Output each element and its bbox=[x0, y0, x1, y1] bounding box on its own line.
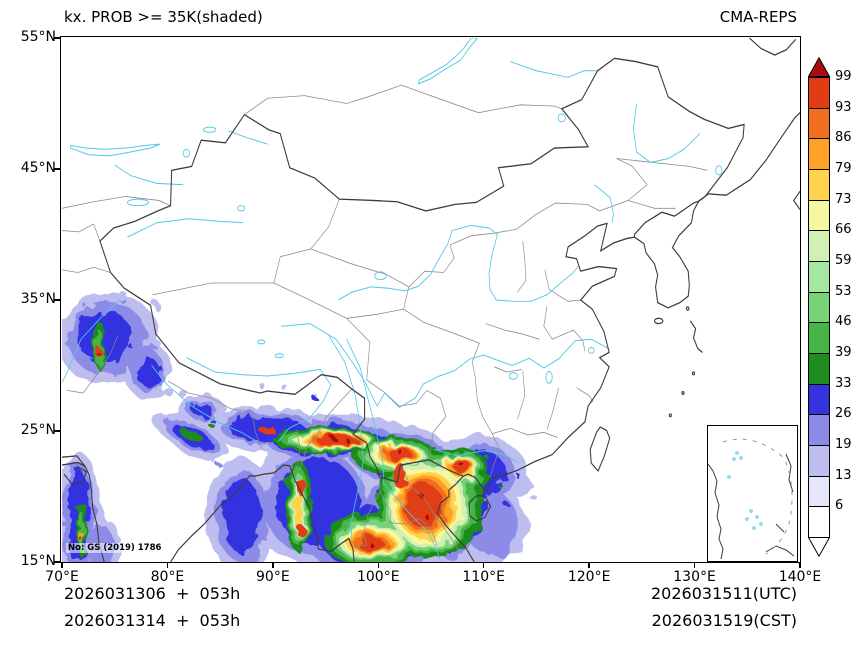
valid-time-cst: 2026031519(CST) bbox=[651, 611, 797, 630]
colorbar-label: 59 bbox=[835, 253, 852, 268]
valid-time-utc: 2026031511(UTC) bbox=[651, 584, 797, 603]
map-license-note: No: GS (2019) 1786 bbox=[66, 543, 164, 553]
colorbar-label: 26 bbox=[835, 406, 852, 422]
colorbar-label: 46 bbox=[835, 314, 852, 330]
colorbar-label: 39 bbox=[835, 345, 852, 360]
colorbar-segment bbox=[808, 383, 830, 416]
colorbar-segment bbox=[808, 230, 830, 262]
shade-red bbox=[96, 348, 470, 551]
model-label: CMA-REPS bbox=[719, 8, 797, 26]
colorbar-label: 13 bbox=[835, 467, 852, 483]
init-time-cst: 2026031314 + 053h bbox=[64, 611, 241, 630]
map-canvas bbox=[62, 38, 800, 562]
colorbar-segment bbox=[808, 353, 830, 385]
colorbar-segment bbox=[808, 445, 830, 477]
kyushu bbox=[689, 320, 703, 353]
init-time-utc: 2026031306 + 053h bbox=[64, 584, 241, 603]
colorbar-label: 86 bbox=[835, 130, 852, 146]
bay-of-bengal-coast bbox=[170, 464, 355, 562]
colorbar-segment bbox=[808, 291, 830, 324]
china-boundary bbox=[99, 57, 745, 494]
colorbar-segment bbox=[808, 475, 830, 508]
chart-title: kx. PROB >= 35K(shaded) bbox=[64, 8, 263, 26]
colorbar-segment bbox=[808, 138, 830, 170]
japan-tip bbox=[792, 190, 800, 211]
colorbar-label: 79 bbox=[835, 161, 852, 176]
south-china-sea-inset bbox=[707, 425, 798, 562]
taiwan bbox=[589, 426, 611, 473]
coastlines bbox=[62, 38, 800, 562]
vietnam-coast bbox=[436, 475, 475, 562]
okhotsk-coast bbox=[749, 38, 797, 56]
colorbar-label: 66 bbox=[835, 222, 852, 238]
colorbar-label: 73 bbox=[835, 191, 852, 207]
colorbar-label: 93 bbox=[835, 99, 852, 115]
jeju bbox=[653, 317, 664, 325]
shade-extreme bbox=[80, 352, 465, 547]
map-geography bbox=[62, 38, 800, 562]
prob-shading bbox=[62, 290, 535, 562]
colorbar-segment bbox=[808, 169, 830, 201]
inset-canvas bbox=[707, 438, 795, 560]
province-borders bbox=[152, 158, 708, 479]
colorbar-label: 99 bbox=[835, 69, 852, 84]
colorbar-segment bbox=[808, 414, 830, 446]
colorbar-segment bbox=[808, 77, 830, 109]
colorbar-segment bbox=[808, 261, 830, 293]
colorbar-under-triangle bbox=[808, 537, 830, 557]
colorbar-label: 19 bbox=[835, 437, 852, 452]
colorbar-segment bbox=[808, 506, 830, 538]
west-india-coast bbox=[62, 455, 105, 562]
country-borders bbox=[62, 84, 562, 555]
korea-russia-coast bbox=[634, 112, 800, 309]
colorbar-label: 6 bbox=[835, 498, 844, 514]
rivers-lakes bbox=[62, 38, 723, 562]
colorbar-label: 53 bbox=[835, 283, 852, 299]
hainan bbox=[468, 495, 492, 522]
colorbar-over-triangle bbox=[808, 57, 830, 77]
colorbar-segment bbox=[808, 322, 830, 354]
colorbar-label: 33 bbox=[835, 375, 852, 391]
colorbar-segment bbox=[808, 107, 830, 140]
colorbar-segment bbox=[808, 199, 830, 232]
